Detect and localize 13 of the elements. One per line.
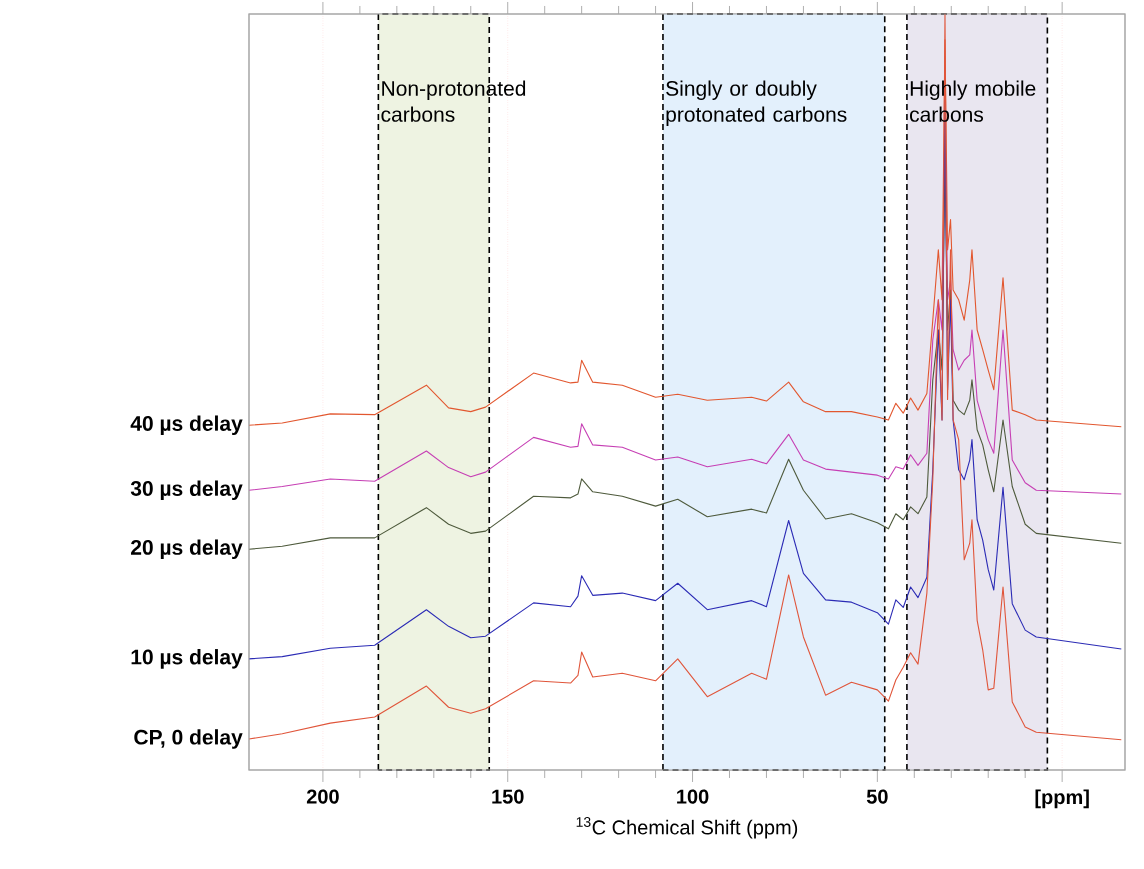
series-label: 20 µs delay bbox=[131, 539, 243, 560]
x-tick-label: 200 bbox=[306, 789, 339, 804]
x-tick-label: 50 bbox=[866, 789, 888, 804]
series-label: CP, 0 delay bbox=[134, 729, 243, 749]
series-label: 30 µs delay bbox=[130, 480, 243, 501]
x-tick-label: [ppm] bbox=[1035, 789, 1089, 809]
x-tick-label: 100 bbox=[677, 789, 709, 804]
x-tick-label: 150 bbox=[492, 789, 524, 804]
band-label: Non-protonated carbons bbox=[381, 80, 526, 122]
series-label: 40 µs delay bbox=[130, 415, 243, 436]
x-axis-title: $^{13}$C Chemical Shift (ppm) bbox=[576, 817, 798, 839]
series-label: 10 µs delay bbox=[131, 649, 243, 669]
band-label: Singly or doubly protonated carbons bbox=[666, 80, 847, 127]
